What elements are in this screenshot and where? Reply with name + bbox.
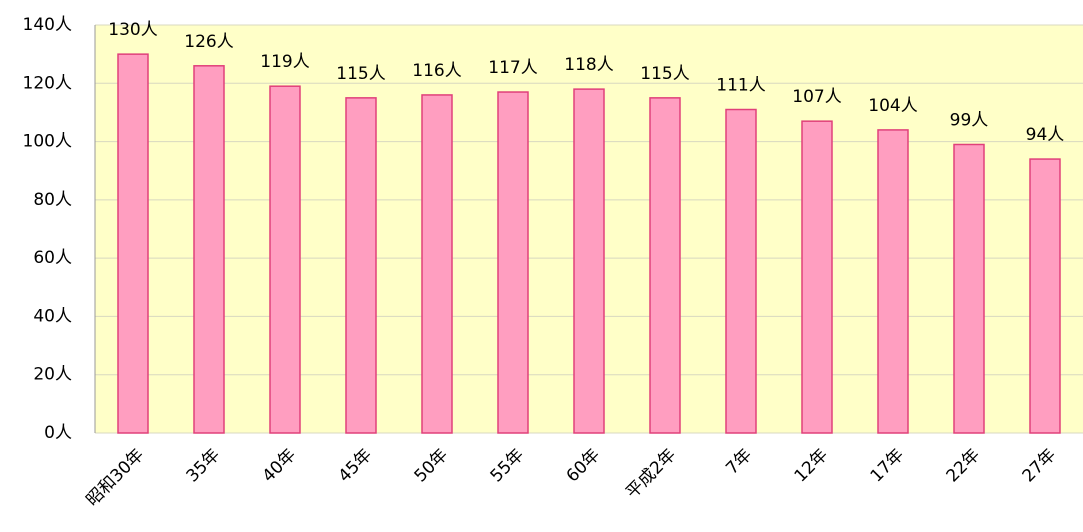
value-label: 119人 <box>260 52 309 72</box>
bar <box>117 53 149 434</box>
bar <box>649 97 681 434</box>
bar <box>801 120 833 434</box>
bar <box>877 129 909 434</box>
value-label: 130人 <box>108 20 157 40</box>
x-tick-label: 40年 <box>259 445 300 486</box>
y-tick-label: 0人 <box>44 423 72 443</box>
value-label: 117人 <box>488 58 537 78</box>
value-label: 104人 <box>868 96 917 116</box>
value-label: 111人 <box>716 76 765 96</box>
x-tick-label: 7年 <box>722 445 756 479</box>
value-label: 126人 <box>184 32 233 52</box>
y-tick-label: 40人 <box>33 306 72 326</box>
value-label: 116人 <box>412 61 461 81</box>
bar <box>269 85 301 434</box>
x-tick-label: 12年 <box>791 445 832 486</box>
x-tick-label: 55年 <box>487 445 528 486</box>
y-tick-label: 140人 <box>23 15 72 35</box>
x-tick-label: 27年 <box>1019 445 1060 486</box>
bar <box>725 108 757 434</box>
value-label: 99人 <box>950 110 989 130</box>
x-tick-label: 45年 <box>335 445 376 486</box>
value-label: 115人 <box>336 64 385 84</box>
bar <box>345 97 377 434</box>
y-tick-label: 60人 <box>33 248 72 268</box>
value-label: 115人 <box>640 64 689 84</box>
value-label: 94人 <box>1026 125 1065 145</box>
y-tick-label: 20人 <box>33 365 72 385</box>
bar <box>953 143 985 434</box>
bar <box>1029 158 1061 434</box>
y-tick-label: 120人 <box>23 73 72 93</box>
x-tick-label: 昭和30年 <box>83 445 149 511</box>
y-tick-label: 100人 <box>23 132 72 152</box>
x-tick-label: 50年 <box>411 445 452 486</box>
x-tick-label: 35年 <box>183 445 224 486</box>
bar <box>497 91 529 434</box>
bar <box>193 65 225 434</box>
x-tick-label: 17年 <box>867 445 908 486</box>
bar <box>421 94 453 434</box>
y-tick-label: 80人 <box>33 190 72 210</box>
x-tick-label: 22年 <box>943 445 984 486</box>
x-tick-label: 60年 <box>563 445 604 486</box>
x-tick-label: 平成2年 <box>622 445 680 503</box>
bar <box>573 88 605 434</box>
value-label: 118人 <box>564 55 613 75</box>
value-label: 107人 <box>792 87 841 107</box>
